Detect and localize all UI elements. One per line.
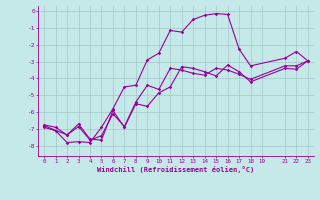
X-axis label: Windchill (Refroidissement éolien,°C): Windchill (Refroidissement éolien,°C) (97, 166, 255, 173)
